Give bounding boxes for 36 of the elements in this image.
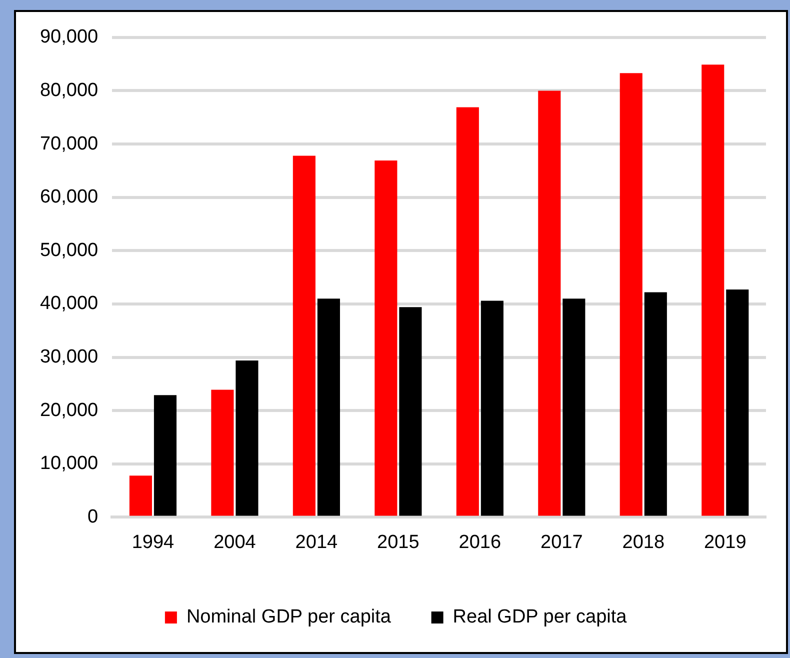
legend-label: Real GDP per capita xyxy=(452,606,628,628)
x-tick-label: 2004 xyxy=(214,532,256,553)
bar xyxy=(702,64,724,516)
y-tick-label: 10,000 xyxy=(40,453,98,474)
bar xyxy=(236,360,258,516)
x-tick-label: 2017 xyxy=(540,532,583,553)
bar xyxy=(292,156,316,516)
bar xyxy=(456,107,479,516)
bar xyxy=(480,300,504,516)
y-tick-label: 90,000 xyxy=(40,26,98,48)
y-tick-label: 80,000 xyxy=(40,80,98,101)
bar xyxy=(538,90,561,516)
x-tick-label: 2014 xyxy=(295,532,338,553)
y-tick-label: 60,000 xyxy=(40,186,98,208)
x-tick-label: 1994 xyxy=(132,532,175,553)
y-tick-label: 50,000 xyxy=(40,240,98,261)
y-tick-label: 40,000 xyxy=(40,293,98,314)
bar xyxy=(129,476,152,516)
bar xyxy=(644,292,667,516)
x-tick-label: 2019 xyxy=(704,532,746,553)
bar xyxy=(374,160,398,516)
y-tick-label: 20,000 xyxy=(40,400,98,421)
bar xyxy=(399,307,422,516)
x-tick-label: 2016 xyxy=(458,532,502,553)
legend-label: Nominal GDP per capita xyxy=(186,606,392,628)
x-tick-label: 2018 xyxy=(622,532,665,553)
y-tick-label: 70,000 xyxy=(40,133,98,154)
x-tick-label: 2015 xyxy=(377,532,420,553)
y-tick-label: 30,000 xyxy=(40,346,98,368)
bar xyxy=(154,395,177,516)
y-tick-label: 0 xyxy=(88,506,98,528)
bar xyxy=(726,290,749,516)
bar xyxy=(620,73,642,516)
bar xyxy=(562,298,586,516)
bar xyxy=(211,390,234,516)
bar xyxy=(317,298,340,516)
